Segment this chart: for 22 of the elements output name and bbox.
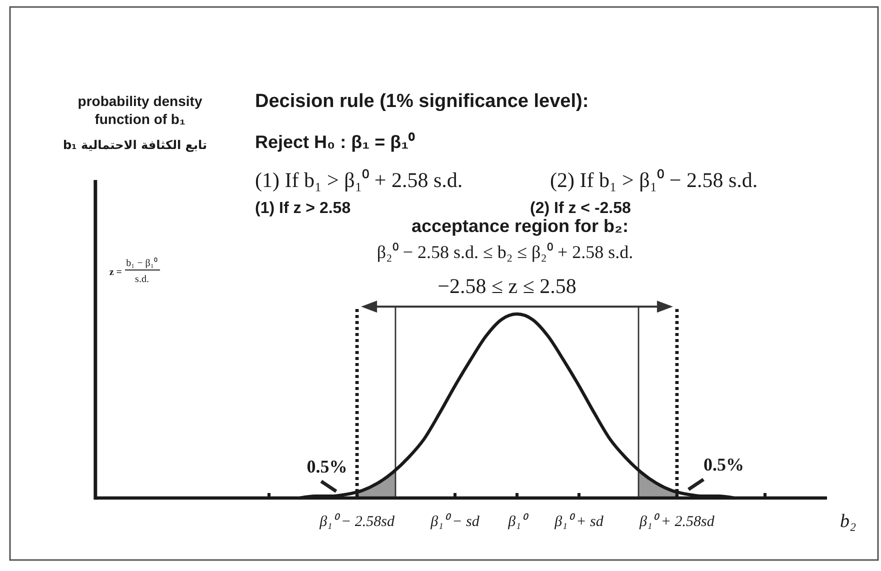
text: acceptance region for b₂: bbox=[411, 216, 629, 236]
text: −2.58 ≤ z ≤ 2.58 bbox=[438, 274, 576, 298]
text: (1) If z > 2.58 bbox=[255, 200, 351, 217]
text: β₂⁰ − 2.58 s.d. ≤ b₂ ≤ β₂⁰ + 2.58 s.d. bbox=[376, 242, 634, 262]
text: Reject H₀ : β₁ = β₁⁰ bbox=[255, 132, 416, 152]
text: b₁ − β₁⁰ bbox=[126, 257, 158, 269]
x-tick-label: β₁⁰ bbox=[507, 513, 529, 530]
annotation: 0.5% bbox=[306, 456, 348, 476]
x-tick-label: β₁⁰ − 2.58sd bbox=[318, 513, 395, 530]
chart-title: Decision rule (1% significance level): bbox=[255, 91, 589, 112]
text: (1) If b₁ > β₁⁰ + 2.58 s.d. bbox=[255, 168, 463, 192]
x-tick-label: β₁⁰ + sd bbox=[554, 513, 604, 530]
annotation: 0.5% bbox=[704, 454, 744, 474]
text: b₁ تابع الكثافة الاحتمالية bbox=[62, 138, 208, 152]
text: (2) If z < -2.58 bbox=[530, 200, 632, 217]
text: probability density function of b₁ bbox=[78, 93, 202, 127]
text: z = bbox=[109, 267, 122, 278]
text: s.d. bbox=[135, 274, 149, 285]
x-tick-label: β₁⁰ + 2.58sd bbox=[638, 513, 715, 530]
text: (2) If b₁ > β₁⁰ − 2.58 s.d. bbox=[550, 168, 758, 192]
x-axis-title: b₂ bbox=[840, 511, 856, 532]
x-tick-label: β₁⁰ − sd bbox=[430, 513, 480, 530]
